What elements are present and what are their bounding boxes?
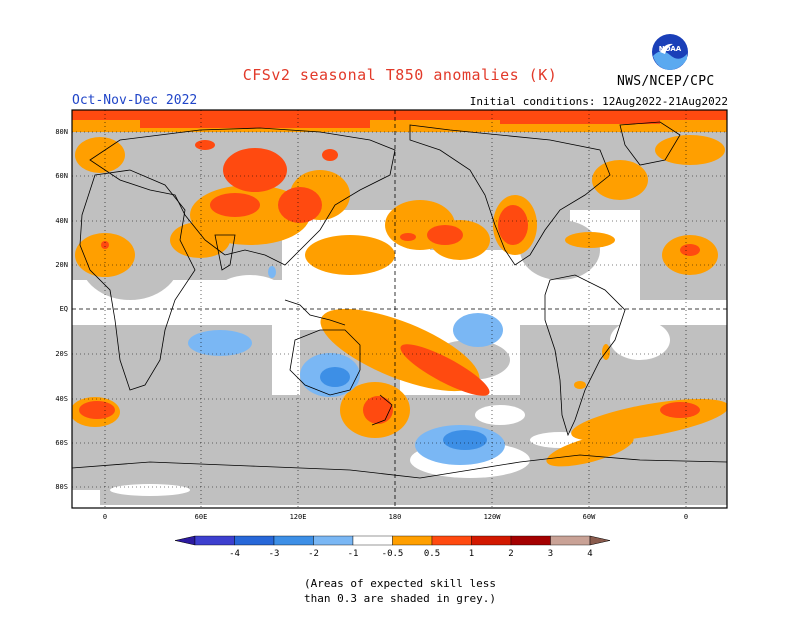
- colorbar-swatch: [194, 535, 235, 546]
- warm-anomalies-red: [72, 110, 727, 424]
- colorbar-label: 0.5: [424, 549, 440, 559]
- lon-label: 0: [103, 513, 107, 521]
- lon-label: 120E: [290, 513, 307, 521]
- colorbar: -4 -3 -2 -1 -0.5 0.5 1 2 3 4: [174, 535, 611, 559]
- lat-label: 40S: [55, 395, 68, 403]
- lon-label: 0: [684, 513, 688, 521]
- colorbar-label: 2: [508, 549, 513, 559]
- colorbar-label: -0.5: [382, 549, 404, 559]
- lon-tick-labels: 0 60E 120E 180 120W 60W 0: [103, 513, 688, 521]
- colorbar-label: 1: [469, 549, 474, 559]
- equator-dateline: [72, 110, 727, 508]
- lon-label: 60E: [195, 513, 208, 521]
- colorbar-label: -2: [308, 549, 319, 559]
- lat-label: 40N: [55, 217, 68, 225]
- map-title: CFSv2 seasonal T850 anomalies (K): [242, 66, 558, 84]
- colorbar-label: 4: [587, 549, 592, 559]
- colorbar-swatch: [234, 535, 275, 546]
- cool-anomalies-blue: [320, 367, 487, 450]
- map-frame: [71, 109, 728, 509]
- colorbar-swatch: [471, 535, 512, 546]
- skill-note: (Areas of expected skill less than 0.3 a…: [280, 576, 520, 606]
- lat-label: 60N: [55, 172, 68, 180]
- lon-label: 60W: [583, 513, 596, 521]
- colorbar-swatch: [273, 535, 314, 546]
- colorbar-label: -4: [229, 549, 240, 559]
- lon-label: 180: [389, 513, 402, 521]
- colorbar-label: 3: [548, 549, 553, 559]
- org-label: NWS/NCEP/CPC: [617, 74, 715, 89]
- colorbar-swatch: [392, 535, 433, 546]
- lon-label: 120W: [484, 513, 502, 521]
- colorbar-label: -3: [269, 549, 280, 559]
- colorbar-swatch: [510, 535, 551, 546]
- colorbar-swatch: [431, 535, 472, 546]
- lat-label: EQ: [60, 305, 68, 313]
- lat-label: 20S: [55, 350, 68, 358]
- noaa-logo: NOAA: [651, 33, 689, 71]
- noaa-logo-text: NOAA: [659, 45, 682, 53]
- forecast-period: Oct-Nov-Dec 2022: [72, 93, 198, 108]
- colorbar-arrow-low: [174, 535, 196, 546]
- skill-note-line1: (Areas of expected skill less: [303, 577, 497, 590]
- lat-label: 80S: [55, 483, 68, 491]
- colorbar-swatch: [550, 535, 591, 546]
- lat-label: 60S: [55, 439, 68, 447]
- lat-tick-labels: 80N 60N 40N 20N EQ 20S 40S 60S 80S: [55, 128, 68, 491]
- lat-label: 80N: [55, 128, 68, 136]
- colorbar-arrow-high: [589, 535, 611, 546]
- colorbar-label: -1: [348, 549, 359, 559]
- initial-conditions: Initial conditions: 12Aug2022-21Aug2022: [469, 95, 728, 108]
- lat-label: 20N: [55, 261, 68, 269]
- coastlines: [72, 121, 727, 479]
- colorbar-swatch: [313, 535, 354, 546]
- skill-note-line2: than 0.3 are shaded in grey.): [303, 592, 497, 605]
- map-field: [72, 110, 727, 508]
- colorbar-swatch: [352, 535, 393, 546]
